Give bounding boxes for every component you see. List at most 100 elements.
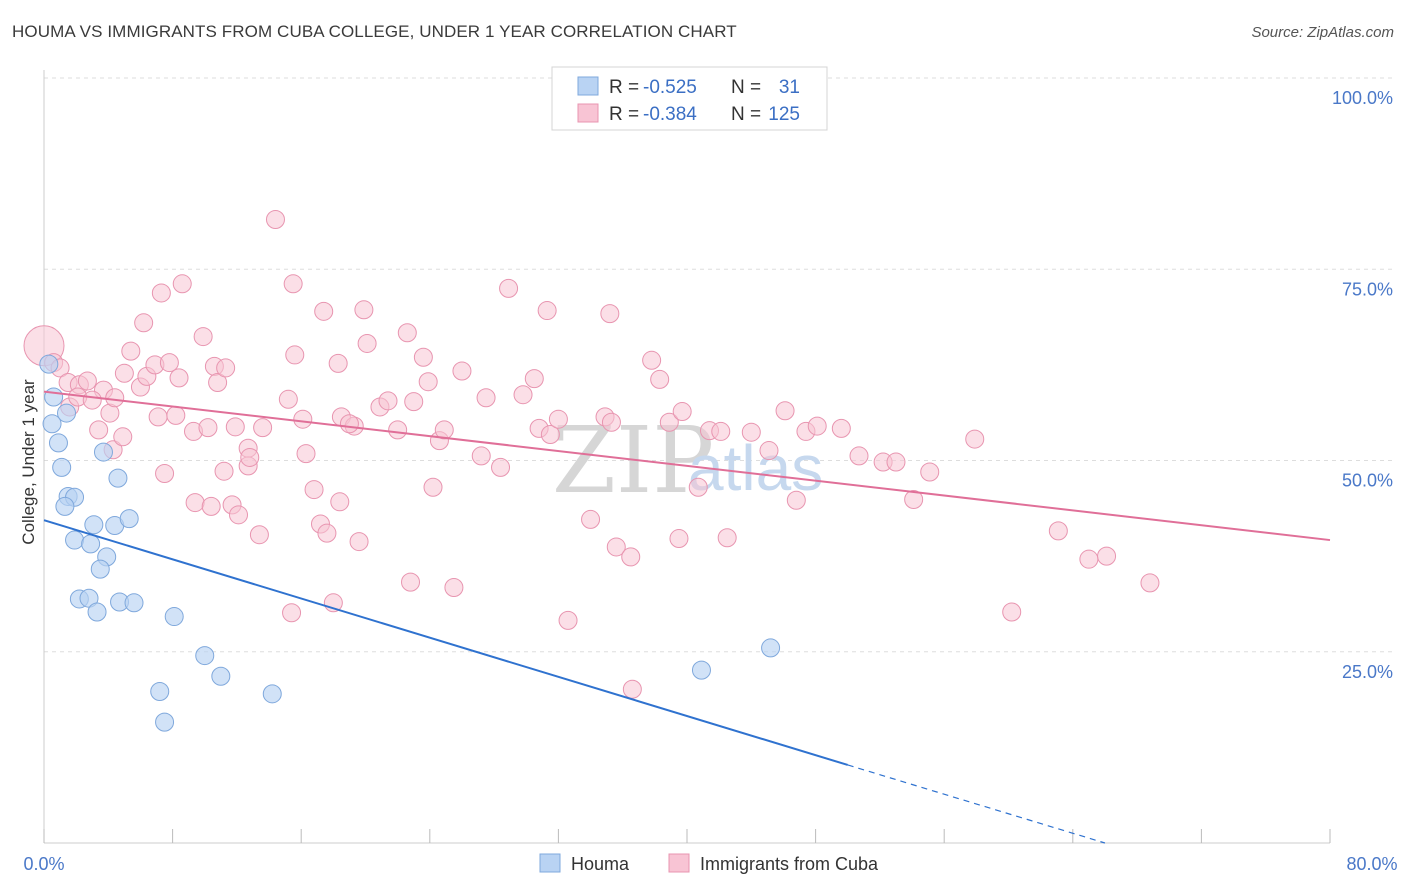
houma-point xyxy=(119,509,139,529)
houma-point xyxy=(262,684,282,704)
cuba-point xyxy=(904,490,924,510)
houma-point xyxy=(93,442,113,462)
legend-r-label-1: R = xyxy=(609,77,639,98)
houma-point xyxy=(211,666,231,686)
cuba-point xyxy=(151,283,171,303)
houma-point xyxy=(691,660,711,680)
legend: R = -0.525 N = 31 R = -0.384 N = 125 xyxy=(551,66,828,131)
cuba-point xyxy=(499,278,519,298)
cuba-point xyxy=(229,505,249,525)
cuba-point xyxy=(278,389,298,409)
cuba-point xyxy=(330,492,350,512)
houma-point xyxy=(65,530,85,550)
cuba-point xyxy=(105,388,125,408)
houma-point xyxy=(39,354,59,374)
y-tick-label: 75.0% xyxy=(1342,279,1393,299)
cuba-point xyxy=(172,274,192,294)
bottom-legend-cuba: Immigrants from Cuba xyxy=(700,854,879,874)
cuba-point xyxy=(558,610,578,630)
cuba-point xyxy=(357,333,377,353)
cuba-point xyxy=(113,427,133,447)
houma-point xyxy=(150,682,170,702)
cuba-point xyxy=(622,679,642,699)
cuba-point xyxy=(185,493,205,513)
houma-point xyxy=(195,646,215,666)
source-label: Source: ZipAtlas.com xyxy=(1251,24,1394,41)
bottom-legend-swatch-houma xyxy=(539,853,561,873)
cuba-point xyxy=(600,304,620,324)
houma-point xyxy=(48,433,68,453)
cuba-point xyxy=(283,274,303,294)
y-axis-label: College, Under 1 year xyxy=(19,379,38,545)
cuba-point xyxy=(642,350,662,370)
cuba-point xyxy=(148,407,168,427)
cuba-point xyxy=(786,490,806,510)
cuba-point xyxy=(759,441,779,461)
cuba-point xyxy=(77,371,97,391)
cuba-point xyxy=(1097,546,1117,566)
cuba-point xyxy=(524,369,544,389)
cuba-point xyxy=(293,409,313,429)
cuba-point xyxy=(965,429,985,449)
y-tick-labels: 100.0% 75.0% 50.0% 25.0% xyxy=(1332,88,1393,682)
cuba-point xyxy=(349,532,369,552)
legend-swatch-houma xyxy=(577,76,599,96)
cuba-point xyxy=(711,421,731,441)
cuba-point xyxy=(166,405,186,425)
cuba-point xyxy=(471,446,491,466)
cuba-point xyxy=(89,420,109,440)
chart-title: HOUMA VS IMMIGRANTS FROM CUBA COLLEGE, U… xyxy=(12,22,737,41)
legend-n-value-2: 125 xyxy=(768,104,800,125)
cuba-point xyxy=(378,391,398,411)
cuba-point xyxy=(606,537,626,557)
cuba-point xyxy=(201,496,221,516)
cuba-point xyxy=(198,418,218,438)
houma-point xyxy=(108,468,128,488)
cuba-point xyxy=(444,577,464,597)
legend-n-label-1: N = xyxy=(731,77,761,98)
cuba-point xyxy=(413,347,433,367)
houma-point xyxy=(155,712,175,732)
cuba-point xyxy=(650,369,670,389)
houma-point xyxy=(57,403,77,423)
cuba-point xyxy=(601,412,621,432)
cuba-point xyxy=(225,417,245,437)
houma-point xyxy=(87,602,107,622)
cuba-point xyxy=(169,368,189,388)
cuba-point xyxy=(452,361,472,381)
cuba-point xyxy=(304,480,324,500)
cuba-point xyxy=(581,509,601,529)
houma-trend-extension xyxy=(847,764,1106,844)
houma-trend-line xyxy=(43,519,849,766)
cuba-point xyxy=(1140,573,1160,593)
bottom-legend-houma: Houma xyxy=(571,854,630,874)
houma-point xyxy=(164,607,184,627)
x-tick-label-max: 80.0% xyxy=(1346,854,1397,874)
cuba-point xyxy=(621,547,641,567)
cuba-point xyxy=(513,385,533,405)
cuba-point xyxy=(807,416,827,436)
cuba-point xyxy=(548,409,568,429)
cuba-point xyxy=(285,345,305,365)
cuba-point xyxy=(659,412,679,432)
cuba-point xyxy=(1048,521,1068,541)
y-tick-label: 25.0% xyxy=(1342,662,1393,682)
cuba-point xyxy=(418,372,438,392)
legend-swatch-cuba xyxy=(577,103,599,123)
y-tick-label: 100.0% xyxy=(1332,88,1393,108)
trend-lines xyxy=(43,390,1331,844)
cuba-point xyxy=(1079,549,1099,569)
cuba-point xyxy=(831,418,851,438)
cuba-point xyxy=(208,372,228,392)
cuba-point xyxy=(672,402,692,422)
cuba-point xyxy=(282,603,302,623)
cuba-point xyxy=(669,529,689,549)
x-axis-ticks xyxy=(43,829,1331,843)
houma-point xyxy=(124,593,144,613)
legend-r-value-1: -0.525 xyxy=(643,77,697,98)
y-tick-label: 50.0% xyxy=(1342,471,1393,491)
cuba-point xyxy=(540,424,560,444)
x-tick-label-min: 0.0% xyxy=(23,854,64,874)
gridlines xyxy=(44,77,1392,653)
